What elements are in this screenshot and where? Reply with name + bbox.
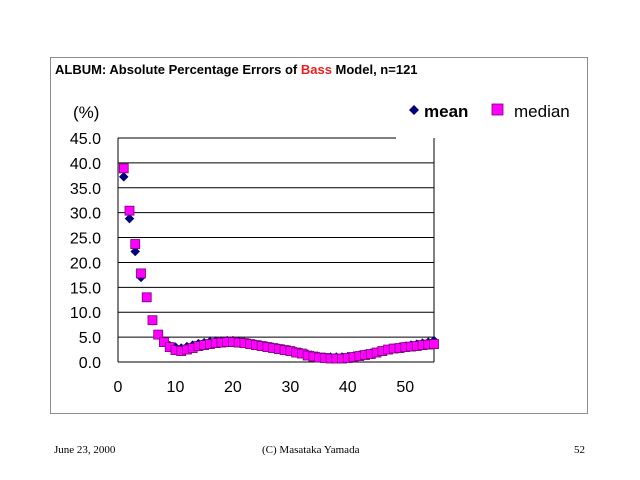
chart-title-part: ALBUM: Absolute Percentage Errors of	[55, 62, 301, 77]
y-tick-label: 35.0	[70, 181, 101, 198]
x-tick-label: 0	[114, 379, 123, 396]
chart-title: ALBUM: Absolute Percentage Errors of Bas…	[55, 62, 418, 77]
median-point	[429, 339, 439, 349]
y-tick-label: 10.0	[70, 305, 101, 322]
legend-median-marker	[491, 103, 504, 116]
median-point	[124, 205, 135, 216]
mean-point	[130, 246, 141, 257]
legend-mean-marker	[409, 105, 419, 115]
median-point	[153, 329, 164, 340]
y-axis-label: (%)	[73, 103, 99, 122]
x-tick-label: 20	[224, 379, 242, 396]
mean-point	[124, 213, 135, 224]
legend-median-label: median	[514, 102, 570, 121]
chart-title-part: Bass	[301, 62, 332, 77]
y-tick-label: 30.0	[70, 206, 101, 223]
chart-svg: ALBUM: Absolute Percentage Errors of Bas…	[55, 62, 570, 396]
y-tick-label: 25.0	[70, 231, 101, 248]
median-point	[130, 239, 141, 249]
y-tick-label: 45.0	[70, 131, 101, 148]
footer-page-number: 52	[574, 444, 585, 456]
mean-point	[118, 171, 129, 182]
legend-mean-label: mean	[424, 102, 468, 121]
y-tick-label: 20.0	[70, 255, 101, 272]
median-point	[159, 337, 169, 347]
x-tick-label: 30	[281, 379, 299, 396]
y-tick-label: 5.0	[79, 330, 101, 347]
chart-frame: ALBUM: Absolute Percentage Errors of Bas…	[50, 57, 588, 414]
median-point	[141, 292, 152, 303]
y-tick-label: 15.0	[70, 280, 101, 297]
median-point	[136, 268, 146, 279]
x-tick-label: 50	[396, 379, 414, 396]
y-tick-label: 40.0	[70, 156, 101, 173]
chart-title-part: Model, n=121	[332, 62, 418, 77]
y-tick-label: 0.0	[79, 355, 101, 372]
x-tick-label: 40	[339, 379, 357, 396]
footer-date: June 23, 2000	[54, 444, 116, 456]
x-tick-label: 10	[167, 379, 185, 396]
median-point	[147, 315, 158, 326]
footer-copyright: (C) Masataka Yamada	[262, 444, 360, 456]
median-point	[118, 163, 129, 174]
